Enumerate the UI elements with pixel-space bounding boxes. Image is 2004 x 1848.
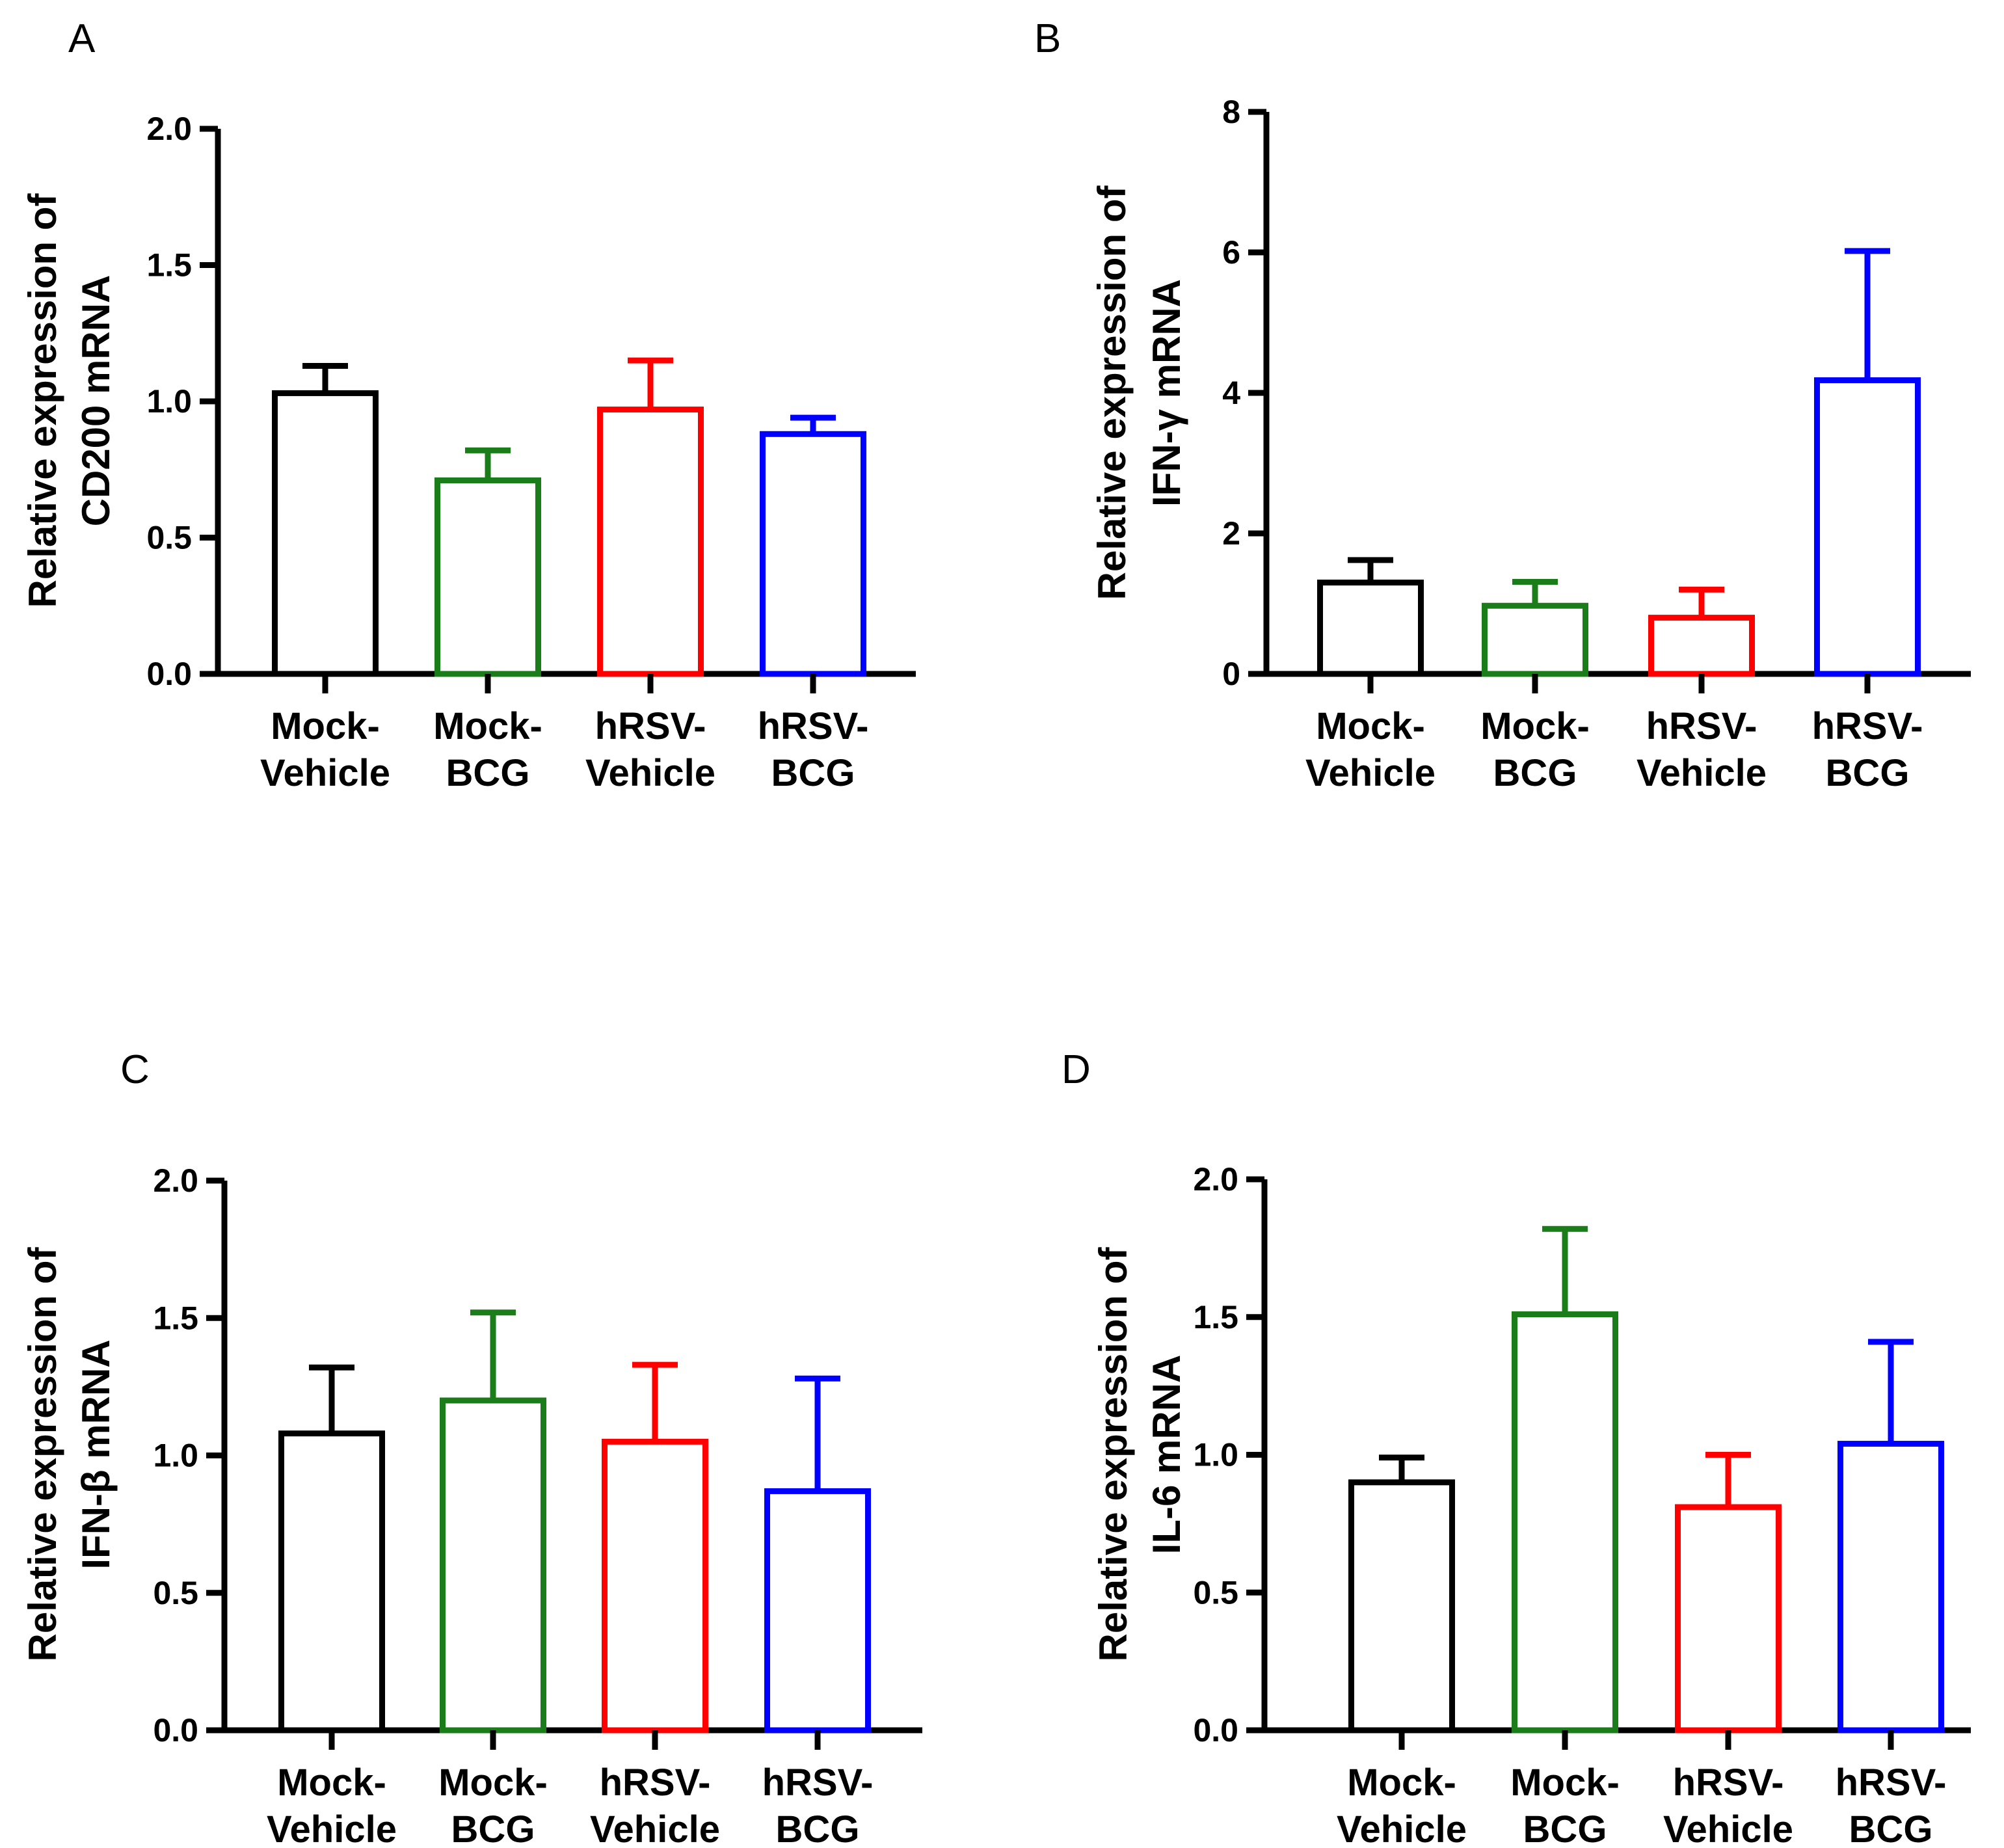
x-tick-label: hRSV- — [600, 1761, 711, 1804]
y-axis-label-line1: Relative expression of — [1091, 1247, 1135, 1662]
x-tick-label: hRSV- — [1673, 1761, 1784, 1804]
y-tick-label: 2 — [1222, 515, 1240, 552]
x-tick-label: Vehicle — [1663, 1808, 1793, 1848]
y-tick-label: 2.0 — [153, 1162, 198, 1199]
x-tick-label: BCG — [771, 752, 855, 794]
x-tick-label: hRSV- — [595, 705, 706, 747]
x-tick-label: Mock- — [1347, 1761, 1456, 1804]
bar — [764, 1488, 871, 1734]
x-tick-label: BCG — [776, 1808, 860, 1848]
panel-letter: D — [1062, 1047, 1091, 1092]
bar — [1675, 1504, 1782, 1734]
y-tick-label: 0.0 — [153, 1712, 198, 1748]
x-tick-label: hRSV- — [762, 1761, 874, 1804]
x-tick-label: BCG — [1493, 752, 1577, 794]
y-tick-label: 0.0 — [1193, 1712, 1238, 1748]
y-tick-label: 8 — [1222, 94, 1240, 130]
bar — [760, 431, 866, 677]
bar — [440, 1397, 546, 1734]
bar — [1648, 615, 1755, 677]
y-tick-label: 0.0 — [146, 656, 192, 692]
bar — [1837, 1441, 1944, 1734]
y-tick-label: 1.5 — [146, 247, 192, 284]
y-tick-label: 0.5 — [146, 520, 192, 556]
y-tick-label: 0 — [1222, 656, 1240, 692]
x-tick-label: Mock- — [438, 1761, 548, 1804]
panel-letter: B — [1034, 16, 1061, 61]
bar — [597, 407, 704, 677]
bar — [1482, 602, 1588, 677]
y-tick-label: 4 — [1222, 375, 1240, 411]
x-tick-label: hRSV- — [758, 705, 869, 747]
y-tick-label: 1.5 — [1193, 1299, 1238, 1335]
bar — [278, 1430, 385, 1734]
x-tick-label: Vehicle — [260, 752, 390, 794]
y-tick-label: 1.0 — [146, 383, 192, 420]
y-tick-label: 1.5 — [153, 1300, 198, 1336]
y-axis-label-line1: Relative expression of — [21, 1247, 64, 1662]
bar — [1348, 1479, 1455, 1734]
x-tick-label: BCG — [446, 752, 530, 794]
x-tick-label: BCG — [1826, 752, 1910, 794]
x-tick-label: hRSV- — [1646, 705, 1757, 747]
bar — [1512, 1311, 1618, 1734]
x-tick-label: Mock- — [271, 705, 380, 747]
chart-panel-a: A Relative expression of CD200 mRNA 0.0 0.5 1… — [21, 16, 916, 794]
y-axis-label-line1: Relative expression of — [1090, 185, 1134, 600]
bar — [1814, 377, 1921, 677]
x-tick-label: hRSV- — [1836, 1761, 1947, 1804]
y-tick-label: 6 — [1222, 234, 1240, 271]
y-axis-label-line2: CD200 mRNA — [74, 275, 118, 527]
x-tick-label: BCG — [1523, 1808, 1607, 1848]
bar — [272, 390, 379, 677]
x-tick-label: Mock- — [1316, 705, 1425, 747]
panel-letter: C — [120, 1047, 150, 1092]
x-tick-label: hRSV- — [1812, 705, 1923, 747]
bar — [434, 477, 541, 677]
y-tick-label: 1.0 — [153, 1438, 198, 1474]
panel-letter: A — [68, 16, 96, 61]
y-axis-label-line1: Relative expression of — [21, 193, 64, 608]
y-tick-label: 0.5 — [1193, 1574, 1238, 1611]
y-axis-label-line2: IFN-γ mRNA — [1145, 279, 1188, 507]
x-tick-label: Mock- — [1510, 1761, 1620, 1804]
bar — [1317, 580, 1424, 677]
x-tick-label: BCG — [1849, 1808, 1933, 1848]
bar — [602, 1438, 708, 1734]
x-tick-label: Mock- — [433, 705, 542, 747]
y-tick-label: 2.0 — [1193, 1161, 1238, 1198]
chart-panel-d: D Relative expression of IL-6 mRNA 0.0 0.5 1.… — [1062, 1047, 1971, 1848]
x-tick-label: Vehicle — [1637, 752, 1767, 794]
y-tick-label: 0.5 — [153, 1575, 198, 1611]
y-axis-label-line2: IL-6 mRNA — [1145, 1355, 1188, 1555]
chart-panel-c: C Relative expression of IFN-β mRNA 0.0 0.5 1… — [21, 1047, 922, 1848]
y-tick-label: 1.0 — [1193, 1437, 1238, 1473]
x-tick-label: Vehicle — [1337, 1808, 1467, 1848]
x-tick-label: Vehicle — [267, 1808, 397, 1848]
x-tick-label: Mock- — [277, 1761, 386, 1804]
x-tick-label: Vehicle — [585, 752, 715, 794]
y-tick-label: 2.0 — [146, 111, 192, 147]
x-tick-label: Mock- — [1480, 705, 1590, 747]
x-tick-label: Vehicle — [590, 1808, 720, 1848]
x-tick-label: Vehicle — [1305, 752, 1436, 794]
y-axis-label-line2: IFN-β mRNA — [74, 1339, 118, 1569]
x-tick-label: BCG — [451, 1808, 535, 1848]
chart-panel-b: B Relative expression of IFN-γ mRNA 0 2 4 6 8 Mo… — [1034, 16, 1971, 794]
